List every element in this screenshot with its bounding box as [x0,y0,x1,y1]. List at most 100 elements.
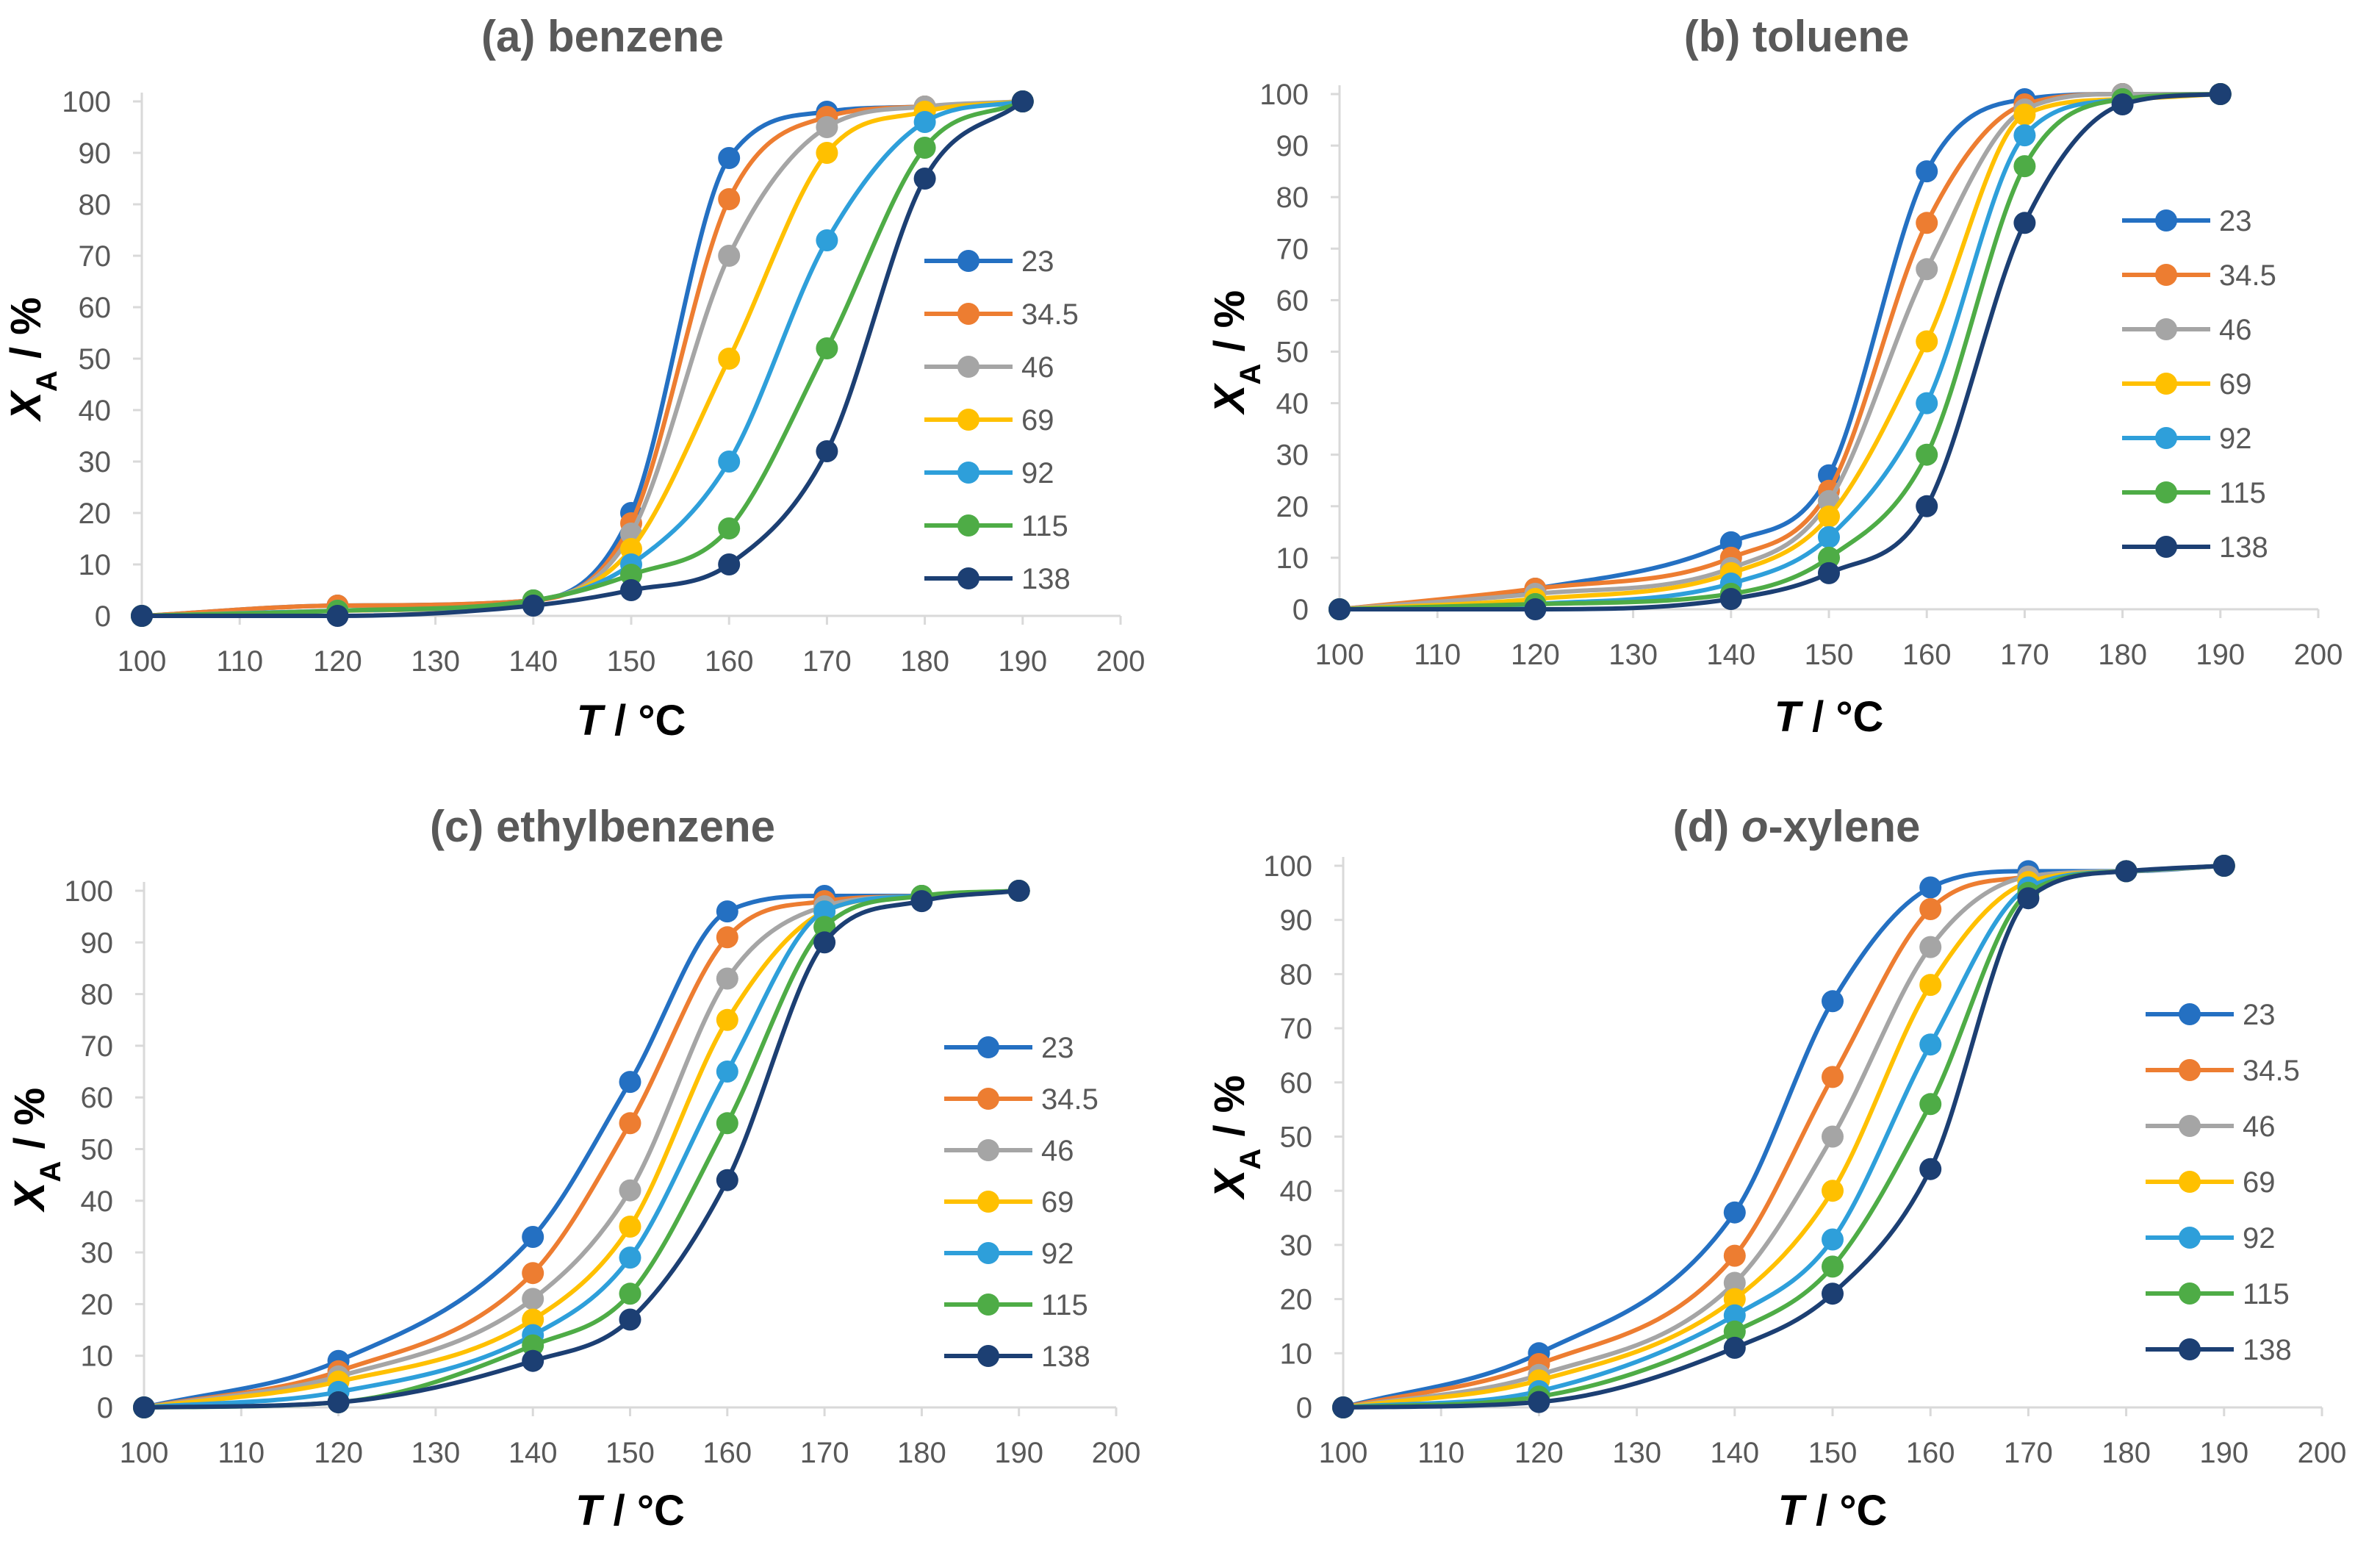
y-tick-label: 90 [79,137,112,170]
legend-marker [957,462,979,484]
legend-label: 92 [1021,457,1054,489]
y-tick-label: 80 [79,189,112,221]
x-tick-label: 190 [994,1437,1043,1469]
x-tick-label: 180 [2102,1437,2151,1469]
series-46 [133,880,1030,1418]
y-tick-label: 10 [79,549,112,581]
legend-label: 138 [1021,563,1071,595]
data-point [1818,505,1840,528]
data-point [1916,212,1938,234]
data-point [2111,93,2134,115]
series-line [1339,92,2221,611]
y-tick-label: 60 [81,1082,114,1114]
x-tick-label: 190 [2196,639,2245,671]
x-tick-label: 170 [2000,639,2049,671]
series-line [1339,92,2221,611]
series-34.5 [1329,83,2232,620]
series-34.5 [1332,855,2235,1418]
data-point [522,1288,544,1310]
data-point [1916,443,1938,466]
x-tick-label: 150 [607,645,656,678]
x-axis-label: T / °C [1778,1487,1888,1535]
legend-marker [957,514,979,537]
x-tick-label: 110 [1417,1437,1464,1469]
data-point [1818,525,1840,548]
data-point [718,188,741,210]
x-axis-label: T / °C [1775,693,1884,741]
data-point [913,111,936,133]
data-point [716,1112,738,1135]
y-tick-label: 70 [1280,1013,1313,1045]
x-tick-label: 140 [508,1437,558,1469]
data-point [2013,155,2036,178]
data-point [718,553,741,575]
x-tick-label: 170 [2004,1437,2053,1469]
data-point [619,1308,641,1331]
series-34.5 [131,90,1034,627]
x-tick-label: 110 [217,1437,265,1469]
y-tick-label: 70 [79,240,112,273]
data-point [620,538,642,560]
y-tick-label: 20 [1280,1284,1313,1316]
y-tick-label: 10 [81,1341,114,1373]
x-tick-label: 130 [1608,639,1658,671]
data-point [1007,880,1030,902]
data-point [1919,1093,1942,1116]
x-tick-label: 110 [216,645,263,678]
legend-label: 115 [1041,1289,1088,1321]
series-line [1340,92,2221,612]
legend-label: 92 [2219,423,2252,455]
legend-marker [2155,536,2177,558]
y-tick-label: 30 [79,446,112,478]
legend: 23 34.5 46 69 92 115 138 [2122,205,2276,564]
series-line [141,99,1024,618]
data-point [1822,1255,1844,1278]
legend-marker [2179,1227,2201,1249]
y-tick-label: 70 [1276,233,1309,265]
y-tick-label: 90 [81,927,114,959]
data-point [1916,330,1938,353]
data-point [619,1071,641,1094]
y-tick-label: 50 [1280,1122,1313,1154]
y-axis-label: XA / % [6,1088,67,1213]
x-tick-label: 120 [1514,1437,1564,1469]
data-point [813,916,836,939]
y-tick-label: 0 [1293,594,1309,626]
chart-title: (d) o-xylene [1673,802,1921,851]
series-line [143,889,1019,1410]
data-point [2013,212,2036,234]
data-point [813,900,836,923]
series-138 [1332,855,2235,1418]
series-line [1339,91,2221,611]
legend-marker [2155,481,2177,503]
legend-marker [2179,1338,2201,1360]
data-point [1719,588,1742,610]
legend-marker [2179,1059,2201,1081]
data-point [1916,160,1938,183]
x-tick-label: 190 [998,645,1047,678]
x-tick-label: 200 [2294,639,2343,671]
series-69 [1332,855,2235,1418]
data-point [2209,83,2232,105]
data-point [718,451,741,473]
data-point [619,1246,641,1269]
data-point [522,1308,544,1331]
series-46 [1332,855,2235,1418]
data-point [1916,392,1938,415]
y-tick-label: 30 [1280,1230,1313,1262]
data-point [1723,1244,1746,1267]
y-tick-label: 30 [81,1237,114,1269]
y-tick-label: 20 [81,1288,114,1321]
x-tick-label: 200 [2298,1437,2347,1469]
data-point [2017,887,2040,910]
y-tick-label: 40 [1276,388,1309,420]
series-34.5 [133,880,1030,1418]
data-point [1916,258,1938,281]
y-tick-label: 100 [62,86,111,118]
y-tick-label: 0 [95,600,111,633]
data-point [522,1226,544,1248]
y-tick-label: 20 [79,498,112,530]
legend-label: 34.5 [2219,259,2276,292]
legend-label: 69 [2243,1166,2276,1199]
data-point [619,1112,641,1135]
